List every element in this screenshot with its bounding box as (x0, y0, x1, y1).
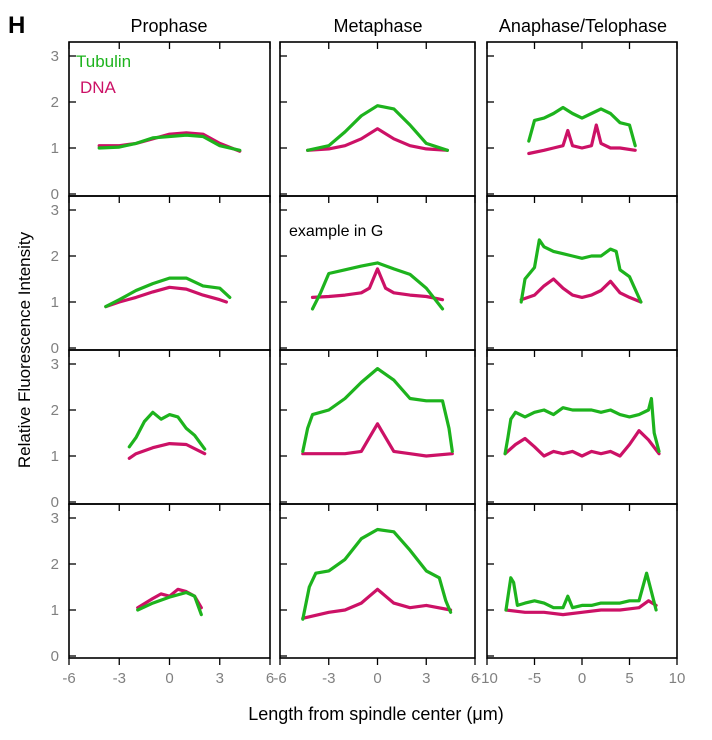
y-tick-label: 2 (51, 556, 59, 573)
x-tick-label: 5 (625, 670, 633, 687)
panel-frame (68, 195, 271, 351)
x-tick-label: 10 (669, 670, 686, 687)
x-tick-label: -3 (322, 670, 335, 687)
panel-1-1 (279, 195, 476, 351)
x-tick-label: 0 (373, 670, 381, 687)
panel-2-2 (486, 349, 678, 505)
panel-frame (68, 503, 271, 659)
x-tick-label: -10 (476, 670, 498, 687)
dna-line (127, 442, 207, 460)
dna-line (104, 285, 228, 309)
panel-0-3: 0 1 2 3 -6 -3 0 3 6 (51, 503, 274, 687)
panel-1-2 (279, 349, 476, 505)
tubulin-line (301, 367, 454, 453)
dna-line (306, 127, 449, 152)
panel-letter: H (8, 12, 25, 39)
x-tick-label: 6 (471, 670, 479, 687)
y-tick-label: 2 (51, 402, 59, 419)
dna-line (301, 422, 454, 458)
tubulin-line (519, 238, 643, 304)
y-tick-label: 3 (51, 510, 59, 527)
dna-line (519, 277, 643, 304)
y-tick-label: 3 (51, 356, 59, 373)
y-tick-label: 2 (51, 248, 59, 265)
x-tick-label: -3 (113, 670, 126, 687)
panel-frame (279, 503, 476, 659)
tubulin-line (527, 105, 637, 148)
dna-line (503, 429, 661, 458)
tubulin-line (306, 104, 449, 152)
tubulin-line (504, 571, 658, 612)
panel-0-1: 0 1 2 3 (51, 195, 271, 357)
legend-dna: DNA (80, 78, 117, 97)
y-tick-label: 3 (51, 48, 59, 65)
x-tick-label: -6 (273, 670, 286, 687)
x-tick-label: 0 (165, 670, 173, 687)
panel-frame (68, 349, 271, 505)
tubulin-line (503, 396, 661, 456)
y-tick-label: 0 (51, 340, 59, 357)
tubulin-line (301, 527, 453, 621)
x-axis-label: Length from spindle center (μm) (248, 704, 503, 724)
y-tick-label: 3 (51, 202, 59, 219)
x-tick-label: 3 (422, 670, 430, 687)
y-tick-label: 0 (51, 494, 59, 511)
example-annotation: example in G (289, 223, 383, 240)
dna-line (301, 587, 453, 620)
dna-line (504, 599, 658, 617)
y-axis-label: Relative Fluorescence Intensity (15, 231, 34, 468)
tubulin-line (97, 133, 242, 152)
tubulin-line (127, 410, 207, 451)
y-tick-label: 1 (51, 140, 59, 157)
panel-0-2: 0 1 2 3 (51, 349, 271, 511)
x-tick-label: -5 (528, 670, 541, 687)
dna-line (527, 123, 637, 156)
x-tick-label: 6 (266, 670, 274, 687)
panel-2-0 (486, 41, 678, 197)
y-tick-label: 2 (51, 94, 59, 111)
x-tick-label: 3 (216, 670, 224, 687)
panel-frame (486, 349, 678, 505)
x-tick-label: -6 (62, 670, 75, 687)
column-title-0: Prophase (130, 16, 207, 36)
y-tick-label: 1 (51, 448, 59, 465)
legend-tubulin: Tubulin (76, 52, 131, 71)
panel-2-1 (486, 195, 678, 351)
y-tick-label: 0 (51, 186, 59, 203)
x-tick-label: 0 (578, 670, 586, 687)
column-title-1: Metaphase (333, 16, 422, 36)
tubulin-line (104, 276, 232, 309)
tubulin-line (136, 590, 203, 617)
y-tick-label: 0 (51, 648, 59, 665)
dna-line (310, 267, 445, 302)
column-title-2: Anaphase/Telophase (499, 16, 667, 36)
y-tick-label: 1 (51, 294, 59, 311)
tubulin-line (310, 261, 445, 311)
panel-frame (279, 41, 476, 197)
panel-1-0 (279, 41, 476, 197)
panel-2-3: -10 -5 0 5 10 (476, 503, 686, 687)
panel-frame (486, 195, 678, 351)
panel-1-3: -6 -3 0 3 6 (273, 503, 479, 687)
y-tick-label: 1 (51, 602, 59, 619)
